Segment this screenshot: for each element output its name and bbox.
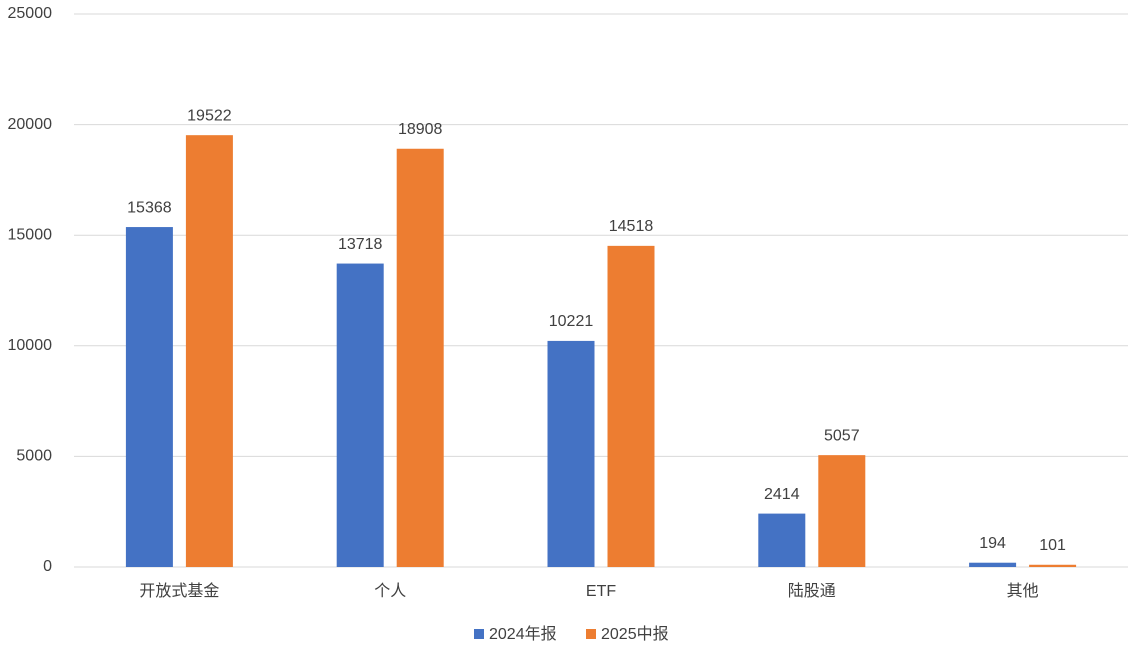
data-label: 10221 — [549, 313, 594, 330]
legend-swatch — [586, 629, 596, 639]
data-label: 15368 — [127, 199, 172, 216]
x-tick-label: 开放式基金 — [139, 582, 219, 600]
bar — [396, 148, 444, 567]
x-tick-label: 其他 — [1007, 582, 1039, 600]
bar — [547, 340, 595, 567]
bar — [607, 245, 655, 567]
data-label: 19522 — [187, 107, 232, 124]
x-tick-label: ETF — [586, 583, 616, 600]
bar — [969, 562, 1017, 567]
data-label: 2414 — [764, 486, 800, 503]
bar — [185, 135, 233, 568]
bar — [336, 263, 384, 567]
legend-label: 2025中报 — [601, 625, 669, 643]
y-tick-label: 5000 — [16, 448, 52, 465]
y-tick-label: 20000 — [8, 116, 53, 133]
y-tick-label: 10000 — [8, 337, 53, 354]
data-label: 13718 — [338, 236, 383, 253]
data-label: 14518 — [609, 218, 654, 235]
bar — [1029, 564, 1077, 567]
legend-swatch — [474, 629, 484, 639]
data-label: 5057 — [824, 427, 860, 444]
y-tick-label: 15000 — [8, 226, 53, 243]
y-tick-label: 25000 — [8, 5, 53, 22]
data-label: 18908 — [398, 121, 443, 138]
data-label: 101 — [1039, 537, 1066, 554]
bar — [758, 513, 806, 567]
bar — [125, 227, 173, 567]
legend-label: 2024年报 — [489, 625, 557, 643]
x-tick-label: 陆股通 — [788, 582, 836, 600]
y-tick-label: 0 — [43, 558, 52, 575]
bar — [818, 455, 866, 567]
x-tick-label: 个人 — [374, 582, 406, 600]
data-label: 194 — [979, 535, 1006, 552]
